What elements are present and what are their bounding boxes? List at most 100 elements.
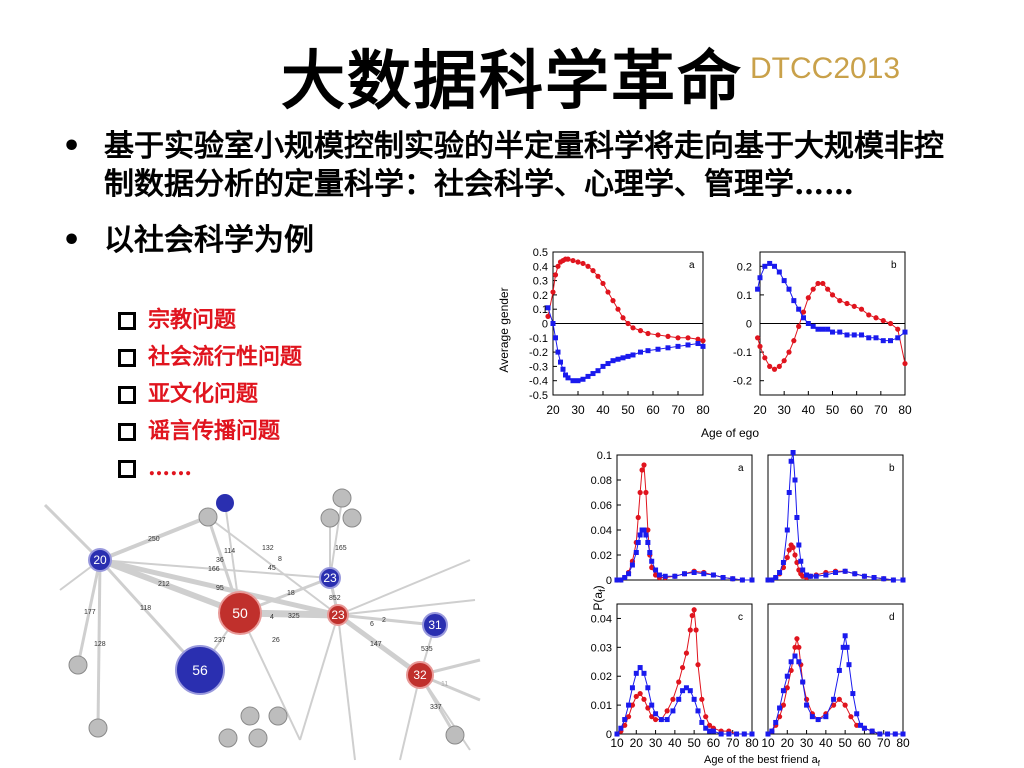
- data-point: [595, 273, 601, 279]
- data-point: [622, 722, 628, 728]
- edge-label: 128: [94, 641, 106, 648]
- gray-node: [88, 718, 108, 738]
- node-label: 56: [192, 662, 208, 678]
- data-point: [749, 577, 755, 583]
- data-point: [788, 659, 794, 665]
- data-point: [605, 361, 611, 367]
- x-tick-label: 70: [671, 403, 685, 417]
- x-tick-label: 70: [726, 736, 740, 750]
- data-point: [850, 691, 856, 697]
- data-point: [823, 714, 829, 720]
- data-point: [791, 298, 797, 304]
- data-point: [762, 263, 768, 269]
- data-point: [699, 719, 705, 725]
- edge-label: 237: [214, 637, 226, 644]
- x-tick-label: 30: [649, 736, 663, 750]
- x-tick-label: 10: [761, 736, 775, 750]
- y-tick-label: 0.04: [591, 525, 612, 537]
- y-tick-label: 0.01: [591, 700, 612, 712]
- edge-label: 165: [335, 545, 347, 552]
- data-point: [656, 572, 662, 578]
- x-tick-label: 40: [668, 736, 682, 750]
- data-point: [830, 702, 837, 708]
- network-node: [175, 645, 225, 695]
- x-tick-label: 30: [800, 736, 814, 750]
- y-tick-label: 0.08: [591, 475, 612, 487]
- bottom-x-axis-label: Age of the best friend af: [704, 754, 821, 768]
- x-tick-label: 50: [687, 736, 701, 750]
- data-point: [805, 295, 811, 301]
- data-point: [658, 717, 664, 723]
- data-point: [693, 627, 699, 633]
- data-point: [895, 335, 901, 341]
- y-tick-label: -0.1: [733, 347, 752, 359]
- data-point: [695, 708, 701, 714]
- y-tick-label: 0.2: [737, 261, 752, 273]
- chart-panel-top-a: 0.5 0.4 0.3 0.2 0.1 0 -0.1 -0.2 -0.3 -0.4 -0.520 30…: [529, 247, 710, 417]
- data-point: [900, 577, 906, 583]
- gray-node: [218, 728, 238, 748]
- data-point: [645, 348, 651, 354]
- data-point: [649, 564, 655, 571]
- data-point: [844, 644, 850, 650]
- data-point: [854, 722, 860, 728]
- data-point: [836, 667, 842, 673]
- data-point: [836, 696, 842, 702]
- y-tick-label: 0.04: [591, 613, 612, 625]
- data-point: [575, 259, 581, 265]
- data-point: [765, 731, 771, 737]
- data-point: [861, 573, 867, 579]
- y-tick-label: 0.1: [737, 290, 752, 302]
- data-point: [726, 731, 732, 737]
- data-point: [861, 725, 867, 731]
- data-point: [665, 333, 671, 339]
- edge-label: 166: [208, 566, 220, 573]
- data-point: [815, 717, 821, 723]
- x-tick-label: 50: [826, 403, 840, 417]
- panel-label: b: [891, 260, 897, 271]
- data-point: [788, 667, 794, 674]
- gray-node: [248, 728, 268, 748]
- network-node: [327, 604, 349, 626]
- data-point: [800, 309, 807, 315]
- data-point: [629, 685, 635, 691]
- slide-title: 大数据科学革命: [281, 44, 743, 119]
- edge-label: 212: [158, 581, 170, 588]
- data-point: [815, 280, 821, 287]
- data-point: [765, 577, 771, 583]
- data-point: [645, 527, 651, 533]
- bullet-text: 基于实验室小规模控制实验的半定量科学将走向基于大规模非控制数据分析的定量科学：社…: [104, 129, 944, 202]
- data-point: [655, 332, 661, 338]
- sub-item-text: 社会流行性问题: [148, 344, 303, 370]
- bottom-y-axis-label-sub: f: [597, 589, 607, 592]
- edge-label: 6: [370, 621, 374, 628]
- node-label: 23: [323, 571, 337, 585]
- data-point: [555, 349, 561, 355]
- data-point: [643, 532, 649, 538]
- data-point: [788, 458, 794, 464]
- data-point: [767, 260, 773, 266]
- edge-label: 45: [268, 565, 276, 572]
- bullet-marker: •: [62, 223, 82, 258]
- network-node: [422, 612, 448, 638]
- chart-panel-bot-a: 0.1 0.08 0.06 0.04 0.02 0 a: [591, 450, 755, 587]
- data-point: [892, 731, 898, 737]
- data-point: [653, 567, 659, 573]
- data-point: [807, 573, 813, 579]
- data-point: [794, 559, 800, 566]
- data-point: [629, 702, 636, 708]
- data-point: [840, 644, 846, 650]
- data-point: [801, 315, 806, 321]
- gray-node: [268, 706, 288, 726]
- data-point: [680, 688, 686, 694]
- data-point: [844, 332, 850, 338]
- bullet-item: • 以社会科学为例: [62, 222, 962, 260]
- gray-node: [198, 507, 218, 527]
- data-point: [590, 371, 596, 377]
- data-point: [585, 373, 591, 379]
- data-point: [902, 329, 908, 335]
- data-point: [851, 332, 857, 338]
- y-tick-label: 0: [606, 575, 612, 587]
- checkbox-square-icon: [118, 386, 136, 404]
